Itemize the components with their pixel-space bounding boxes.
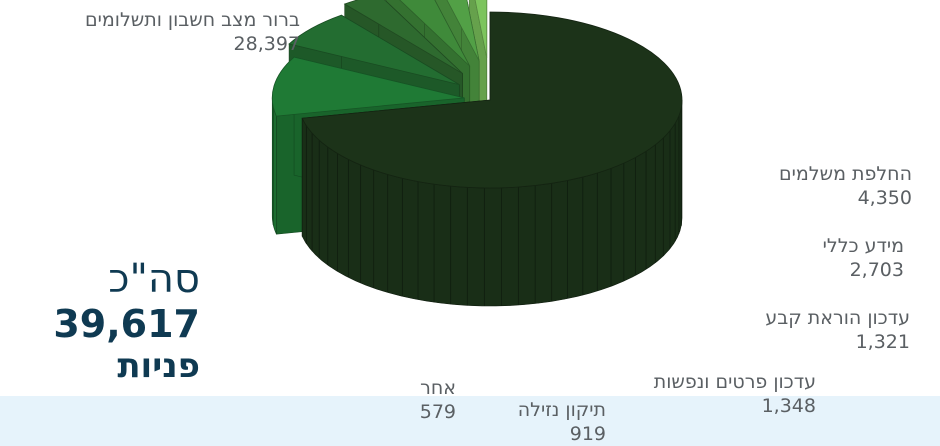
total-caption: סה"כ (108, 256, 200, 302)
pie-slice-4-top (399, 0, 471, 67)
pie-slice-0-top (301, 11, 683, 189)
pie-slice-6-top (474, 0, 488, 59)
slice-label-1: החלפת משלמים 4,350 (779, 162, 912, 210)
pie-slice-1-top (271, 56, 465, 117)
slice-label-name-0: ברור מצב חשבון ותשלומים (85, 9, 300, 31)
slice-label-value-4: 1,348 (761, 395, 816, 417)
slice-label-value-2: 2,703 (849, 259, 904, 281)
slice-label-3: עדכון הוראת קבע 1,321 (765, 306, 910, 354)
total-value: 39,617 (53, 302, 200, 346)
slice-label-name-1: החלפת משלמים (779, 163, 912, 185)
bottom-band (0, 396, 940, 446)
slice-label-value-3: 1,321 (855, 331, 910, 353)
slice-label-6: אחר 579 (420, 376, 456, 424)
pie-slice-5-top (446, 0, 480, 62)
slice-label-value-0: 28,397 (233, 33, 300, 55)
pie-slice-2-top (288, 14, 460, 86)
slice-label-4: עדכון פרטים ונפשות 1,348 (654, 370, 816, 418)
total-block: סה"כ 39,617 פניות (53, 256, 200, 386)
slice-label-name-6: אחר (420, 377, 456, 399)
slice-label-5: תיקון נזילה 919 (518, 398, 606, 446)
slice-label-name-5: תיקון נזילה (517, 399, 606, 421)
slice-label-value-6: 579 (419, 401, 456, 423)
total-unit: פניות (117, 346, 200, 386)
slice-label-value-5: 919 (569, 423, 606, 445)
slice-label-0: ברור מצב חשבון ותשלומים 28,397 (85, 8, 300, 56)
pie-slice-3-top (343, 0, 463, 74)
slice-label-value-1: 4,350 (857, 187, 912, 209)
slice-label-name-2: מידע כללי (822, 235, 904, 257)
slice-label-name-4: עדכון פרטים ונפשות (653, 371, 816, 393)
slice-label-name-3: עדכון הוראת קבע (765, 307, 910, 329)
slice-label-2: מידע כללי 2,703 (823, 234, 904, 282)
pie-slice-0 (301, 11, 683, 307)
